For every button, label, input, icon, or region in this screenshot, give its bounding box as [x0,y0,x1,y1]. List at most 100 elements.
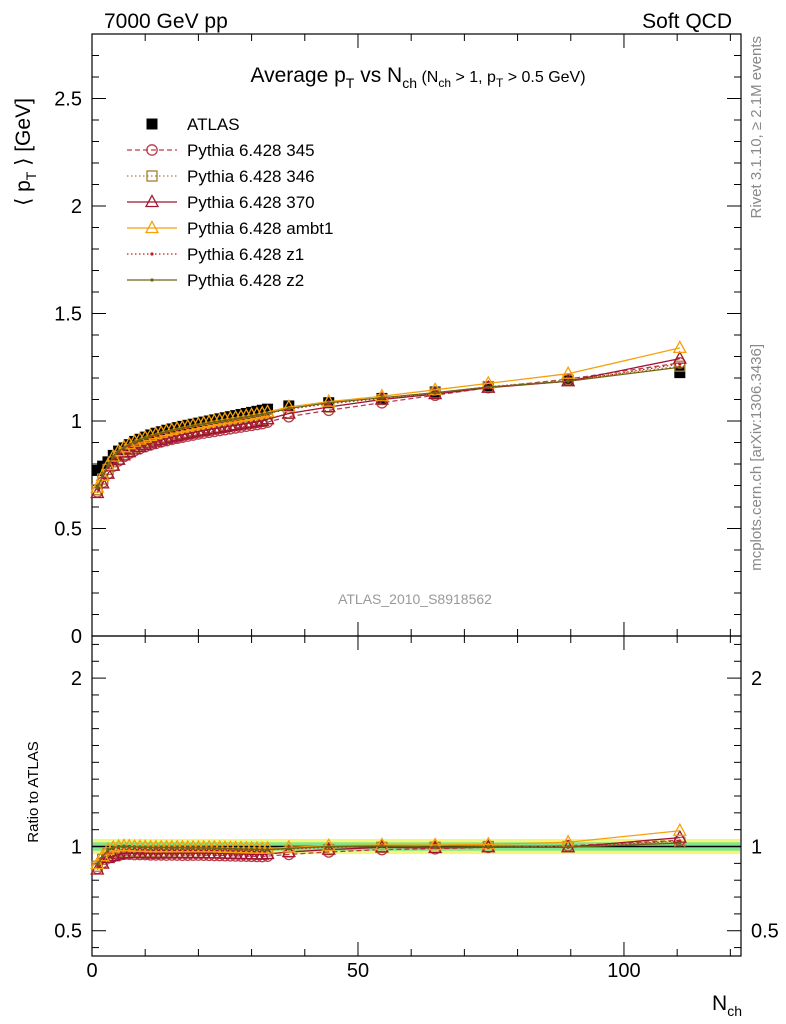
legend: ATLAS Pythia 6.428 345 Pythia 6.428 346 Pyt… [127,115,333,290]
data-point [239,415,254,429]
y-tick-label: 0.5 [54,519,82,541]
data-point [228,417,243,431]
chart-title-part: ch [438,76,451,90]
ratio-point [154,845,158,850]
data-point [678,365,682,369]
chart-title-part: T [496,76,504,90]
legend-marker [146,170,158,182]
data-point [201,414,217,428]
ratio-point [433,845,437,849]
data-point [143,436,147,440]
ratio-point [132,845,137,849]
data-point [244,415,248,419]
data-point [111,443,126,457]
ratio-point [148,845,153,850]
x-tick-label: 0 [86,960,97,982]
legend-marker [144,220,160,234]
data-point [111,451,126,465]
ratio-point [127,844,131,848]
ratio-point [255,847,259,852]
data-point [164,429,179,443]
data-point [196,422,211,436]
ratio-point [111,846,126,860]
legend-marker [146,144,158,156]
ratio-point [672,822,687,836]
y-axis-label-part: ⟨ p [12,180,35,206]
data-point [170,428,185,442]
chart-title-part: Average p [250,64,345,87]
data-point [154,432,158,436]
ratio-point [164,845,169,850]
data-point [175,419,190,433]
data-point [122,445,126,450]
x-tick-label: 100 [607,960,640,982]
ratio-point [678,841,682,845]
ratio-point [374,837,390,851]
x-axis-label: Nch [712,992,742,1019]
ratio-point [106,848,121,862]
ratio-point [95,848,110,862]
series-line [96,347,680,488]
ratio-point [244,847,248,851]
ratio-y-tick-label-left: 1 [71,837,82,859]
ratio-y-tick-label-right: 0.5 [751,921,779,943]
series-0 [91,367,686,476]
data-point [159,423,174,437]
ratio-point [116,844,121,849]
data-point [223,410,238,424]
data-point [148,434,153,438]
data-point [116,447,132,461]
data-point [180,426,185,430]
ratio-point [207,846,211,850]
chart-title: Average pT vs Nch (Nch > 1, pT > 0.5 GeV… [250,64,585,91]
data-point [217,411,233,425]
legend-marker [144,194,160,208]
ratio-point [287,846,291,851]
data-point [170,420,185,434]
y-axis-label: ⟨ pT ⟩ [GeV] [12,98,39,206]
legend-marker [150,252,154,256]
data-point [674,360,686,372]
mcplots-label: mcplots.cern.ch [arXiv:1306.3436] [748,344,765,571]
ratio-point [106,848,110,852]
data-point [249,414,265,428]
data-point [566,379,570,383]
data-point [255,405,270,419]
ratio-point [321,837,336,851]
legend-marker [146,118,158,130]
ratio-series-6 [95,841,682,866]
y-tick-label: 2 [71,196,82,218]
data-point [281,405,296,419]
legend-label: Pythia 6.428 z2 [187,271,304,290]
data-point [212,420,216,424]
ratio-point [90,856,105,870]
ratio-point [260,847,264,852]
data-point [223,418,227,422]
data-point [260,412,264,416]
ratio-y-tick-label-left: 2 [71,668,82,690]
data-point [239,416,243,420]
data-point [212,412,227,426]
data-point [127,442,131,447]
data-point [180,425,195,439]
legend-label: Pythia 6.428 346 [187,167,315,186]
data-point [202,422,206,426]
data-point [95,486,99,490]
data-point [561,365,576,379]
ratio-point [327,844,331,849]
series-line [96,362,680,493]
ratio-y-axis-label: Ratio to ATLAS [25,741,42,842]
chart-title-part: > 1, p [451,69,496,86]
data-point [90,479,105,493]
data-point [207,413,222,427]
main-panel: 00.511.522.5⟨ pT ⟩ [GeV]Average pT vs Nc… [12,33,742,648]
ratio-point [321,841,336,855]
ratio-point [566,845,570,849]
data-point [218,419,222,423]
ratio-point [281,839,296,853]
data-point [223,418,238,432]
rivet-label: Rivet 3.1.10, ≥ 2.1M events [748,36,765,219]
ratio-point [249,847,254,851]
ratio-point [111,845,115,850]
